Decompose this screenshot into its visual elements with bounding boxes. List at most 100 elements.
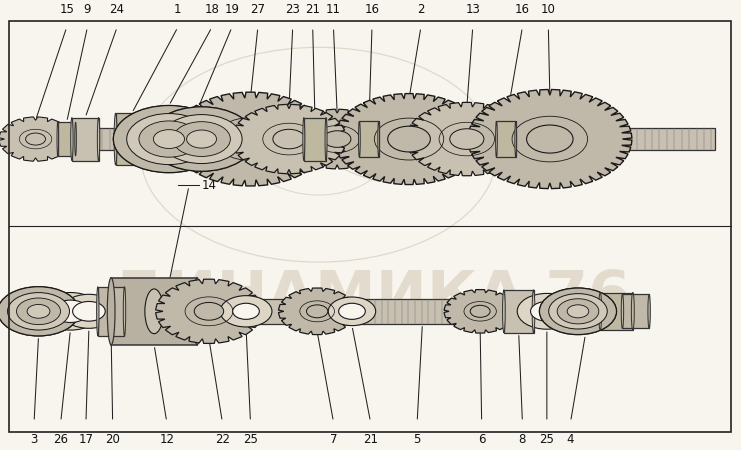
Ellipse shape [502, 290, 505, 333]
Ellipse shape [193, 278, 201, 345]
Circle shape [471, 305, 490, 317]
Text: 14: 14 [202, 179, 216, 192]
Text: 18: 18 [205, 3, 219, 16]
Text: 22: 22 [215, 433, 230, 446]
Circle shape [113, 105, 225, 173]
Text: 4: 4 [567, 433, 574, 446]
Bar [116, 113, 148, 165]
Circle shape [307, 305, 328, 318]
Circle shape [339, 303, 365, 320]
Circle shape [450, 129, 484, 149]
Circle shape [139, 121, 199, 157]
Text: 8: 8 [519, 433, 526, 446]
Circle shape [127, 113, 211, 165]
Ellipse shape [648, 294, 651, 328]
Bar [58, 122, 76, 156]
Polygon shape [468, 90, 632, 189]
Ellipse shape [325, 117, 327, 161]
Ellipse shape [621, 294, 624, 328]
Text: 12: 12 [159, 433, 174, 446]
Ellipse shape [496, 121, 497, 157]
Circle shape [153, 130, 185, 148]
Polygon shape [333, 94, 485, 184]
Bar [359, 121, 379, 157]
Text: 25: 25 [243, 433, 258, 446]
Circle shape [194, 302, 224, 320]
Circle shape [61, 294, 117, 328]
Ellipse shape [359, 121, 360, 157]
Text: 24: 24 [110, 3, 124, 16]
Circle shape [233, 303, 259, 320]
Circle shape [527, 125, 573, 153]
Ellipse shape [378, 121, 379, 157]
Text: 3: 3 [30, 433, 38, 446]
Bar [111, 278, 197, 345]
Text: 21: 21 [363, 433, 378, 446]
Polygon shape [406, 103, 528, 176]
Text: 19: 19 [225, 3, 239, 16]
Ellipse shape [303, 117, 305, 161]
Ellipse shape [97, 117, 100, 161]
Circle shape [220, 296, 272, 327]
Ellipse shape [123, 287, 126, 336]
Ellipse shape [75, 122, 76, 156]
Text: 6: 6 [478, 433, 485, 446]
Bar [98, 287, 124, 336]
Ellipse shape [532, 290, 535, 333]
Text: 20: 20 [105, 433, 120, 446]
Ellipse shape [147, 113, 150, 165]
Circle shape [148, 107, 255, 171]
Circle shape [531, 302, 563, 321]
Ellipse shape [70, 117, 73, 161]
Text: 17: 17 [79, 433, 93, 446]
Polygon shape [156, 279, 262, 343]
Bar [504, 290, 534, 333]
Circle shape [548, 294, 608, 329]
Text: 10: 10 [541, 3, 556, 16]
Bar [600, 292, 633, 330]
Text: 5: 5 [413, 433, 421, 446]
Text: 2: 2 [417, 3, 425, 16]
Text: 15: 15 [59, 3, 74, 16]
Text: 7: 7 [330, 433, 337, 446]
Ellipse shape [96, 287, 99, 336]
Text: 23: 23 [285, 3, 300, 16]
Circle shape [161, 115, 242, 163]
Bar [21, 299, 648, 324]
Text: 21: 21 [305, 3, 320, 16]
Circle shape [173, 122, 230, 157]
Circle shape [229, 126, 272, 152]
Polygon shape [288, 109, 387, 169]
Ellipse shape [144, 289, 163, 334]
Bar [622, 294, 649, 328]
Polygon shape [279, 288, 356, 334]
Circle shape [0, 287, 79, 336]
Text: 9: 9 [84, 3, 91, 16]
Text: ДИНАМИКА 76: ДИНАМИКА 76 [110, 268, 631, 328]
Text: 25: 25 [539, 433, 554, 446]
Text: 11: 11 [326, 3, 341, 16]
Ellipse shape [599, 292, 602, 330]
Ellipse shape [114, 113, 117, 165]
Circle shape [7, 292, 70, 330]
Circle shape [73, 302, 105, 321]
Ellipse shape [631, 292, 634, 330]
Ellipse shape [107, 278, 115, 345]
Circle shape [187, 130, 216, 148]
Bar [304, 117, 326, 161]
Polygon shape [444, 290, 516, 333]
Circle shape [27, 304, 50, 318]
Circle shape [39, 292, 102, 330]
Circle shape [539, 288, 617, 334]
Circle shape [328, 297, 376, 326]
Ellipse shape [515, 121, 516, 157]
Text: 27: 27 [250, 3, 265, 16]
Text: 16: 16 [365, 3, 379, 16]
Circle shape [16, 298, 61, 324]
Circle shape [517, 293, 576, 329]
Text: 1: 1 [174, 3, 182, 16]
Polygon shape [0, 117, 72, 161]
Circle shape [323, 131, 351, 147]
Polygon shape [232, 104, 346, 174]
Bar [496, 121, 516, 157]
